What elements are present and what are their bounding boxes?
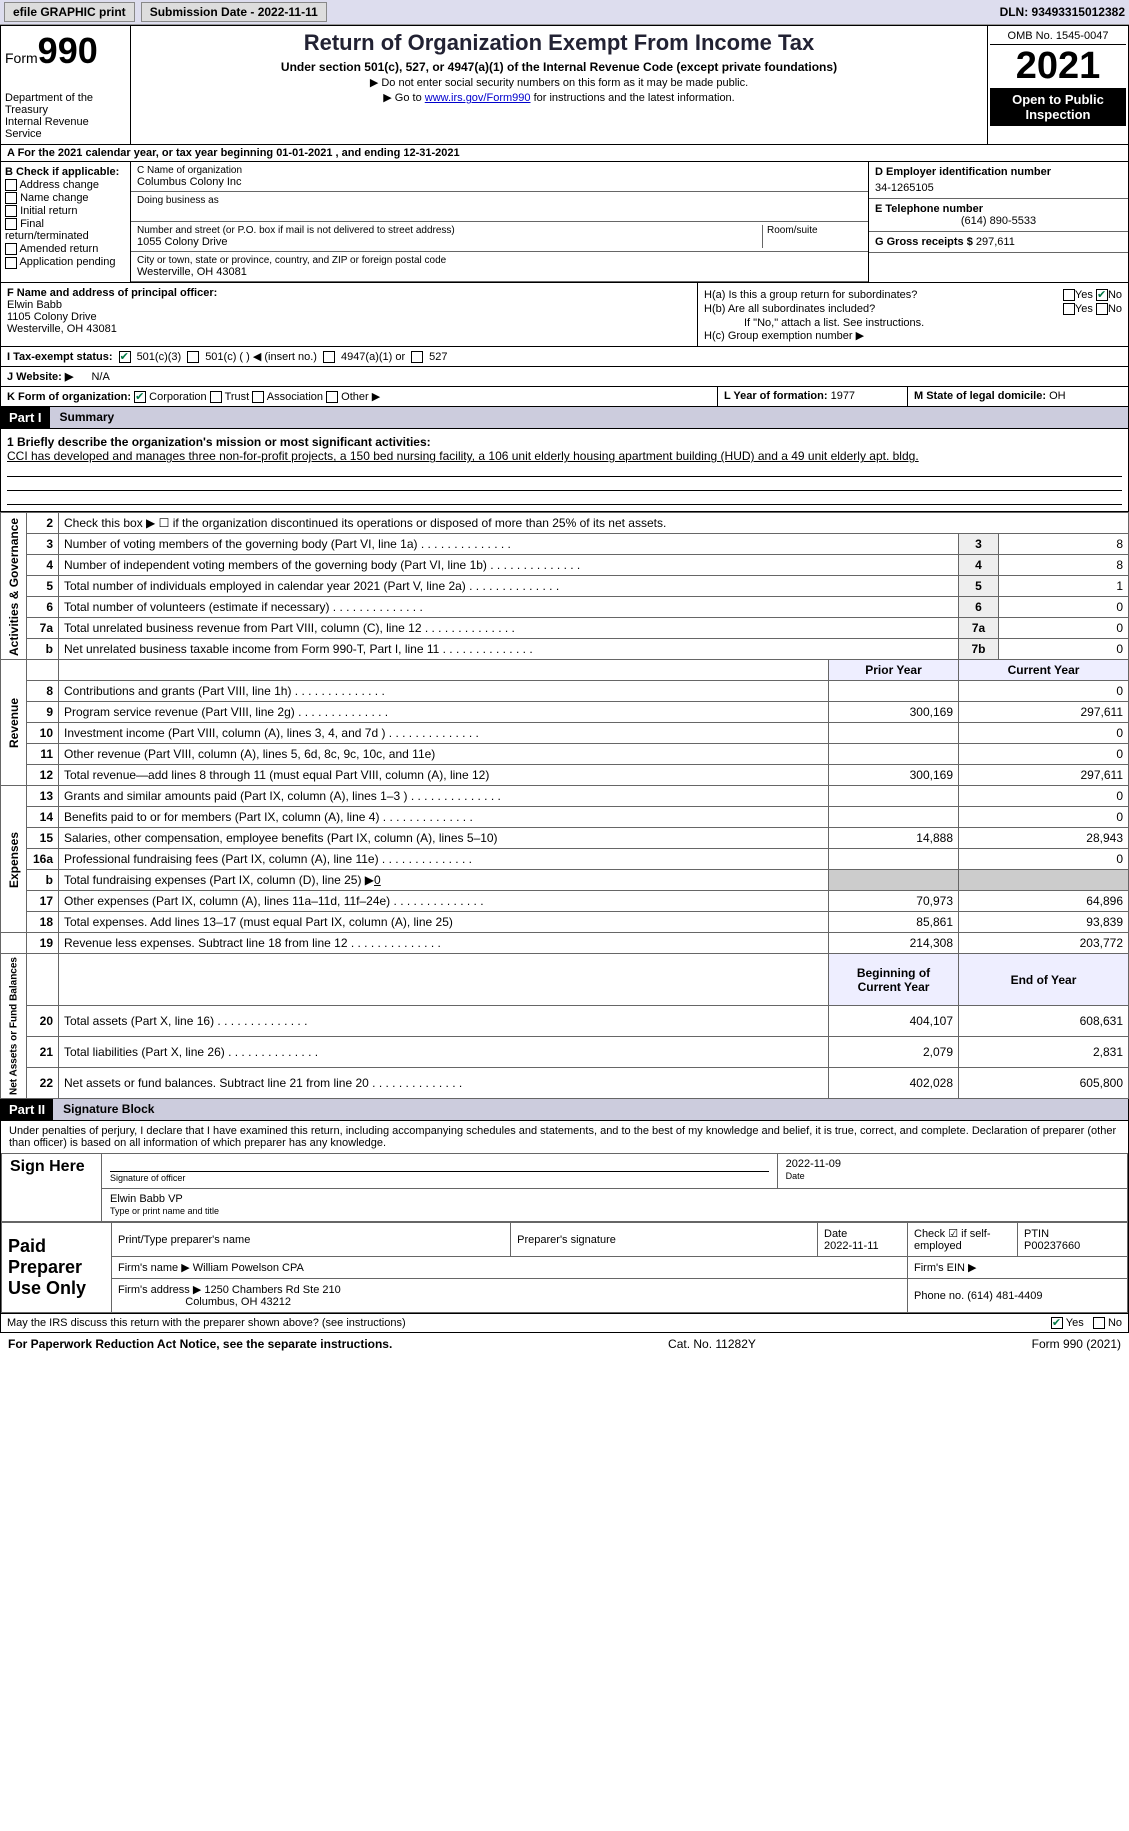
form-id-box: Form990 Department of the Treasury Inter… — [1, 26, 131, 144]
section-d: D Employer identification number34-12651… — [868, 162, 1128, 282]
sign-here-label: Sign Here — [2, 1154, 102, 1222]
form-title-box: Return of Organization Exempt From Incom… — [131, 26, 988, 144]
section-b: B Check if applicable: Address change Na… — [1, 162, 131, 282]
paid-preparer-label: Paid Preparer Use Only — [2, 1223, 112, 1313]
penalty-text: Under penalties of perjury, I declare th… — [1, 1121, 1128, 1153]
summary-table: Activities & Governance 2Check this box … — [0, 512, 1129, 1099]
row-i: I Tax-exempt status: 501(c)(3) 501(c) ( … — [0, 347, 1129, 367]
row-m: M State of legal domicile: OH — [908, 387, 1128, 406]
row-l: L Year of formation: 1977 — [718, 387, 908, 406]
mission-box: 1 Briefly describe the organization's mi… — [0, 429, 1129, 512]
row-k: K Form of organization: Corporation Trus… — [1, 387, 718, 406]
part1-header: Part I — [1, 407, 50, 428]
dln-label: DLN: 93493315012382 — [1000, 5, 1125, 19]
section-f: F Name and address of principal officer:… — [1, 283, 698, 346]
submission-date-button[interactable]: Submission Date - 2022-11-11 — [141, 2, 327, 22]
row-j: J Website: ▶ N/A — [0, 367, 1129, 387]
part2-header: Part II — [1, 1099, 53, 1120]
page-footer: For Paperwork Reduction Act Notice, see … — [0, 1333, 1129, 1355]
efile-print-button[interactable]: efile GRAPHIC print — [4, 2, 135, 22]
section-c: C Name of organizationColumbus Colony In… — [131, 162, 868, 282]
year-box: OMB No. 1545-0047 2021 Open to Public In… — [988, 26, 1128, 144]
form-title: Return of Organization Exempt From Incom… — [135, 30, 983, 56]
part2-title: Signature Block — [53, 1099, 1128, 1120]
part1-title: Summary — [50, 407, 1128, 428]
irs-link[interactable]: www.irs.gov/Form990 — [425, 92, 531, 104]
tax-year-row: A For the 2021 calendar year, or tax yea… — [0, 145, 1129, 162]
section-h: H(a) Is this a group return for subordin… — [698, 283, 1128, 346]
